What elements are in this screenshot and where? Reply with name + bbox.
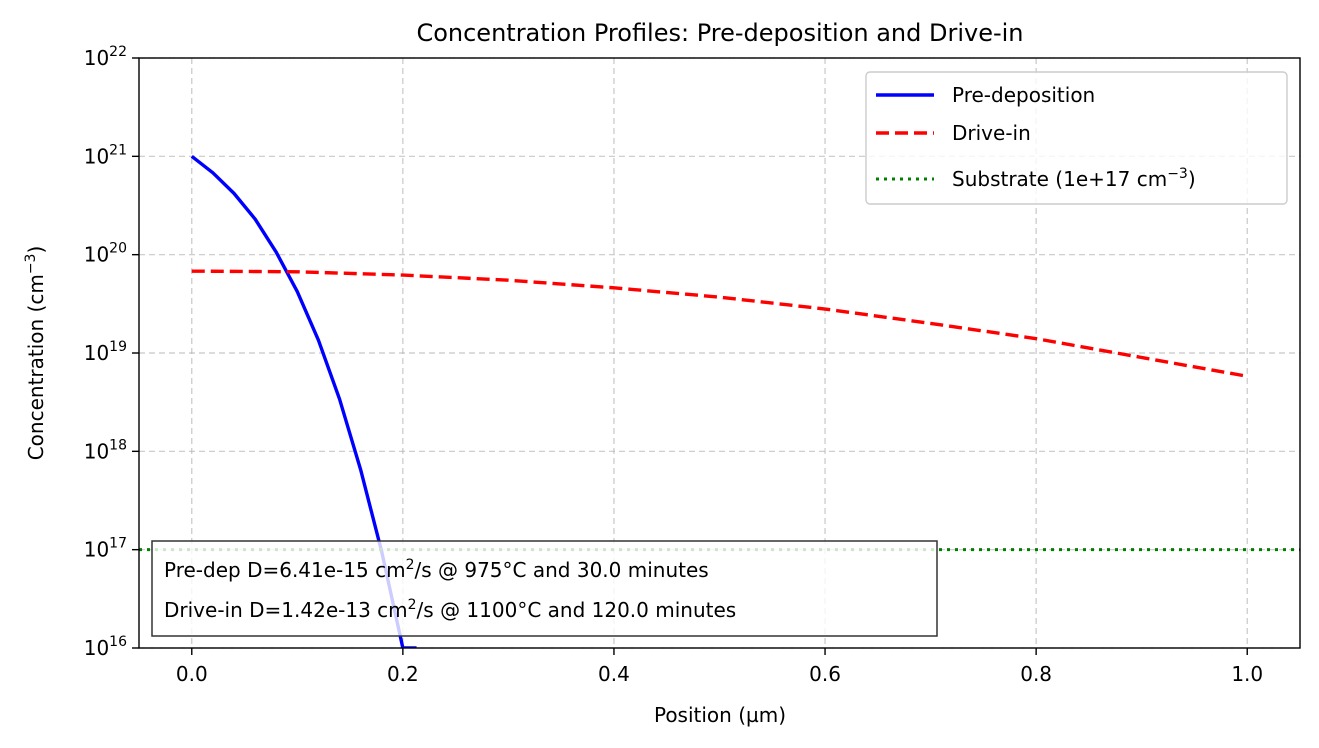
y-tick-label: 1021 bbox=[84, 142, 127, 168]
y-tick-label: 1022 bbox=[84, 44, 127, 70]
note-line-drive-in: Drive-in D=1.42e-13 cm2/s @ 1100°C and 1… bbox=[164, 597, 736, 622]
x-tick-label: 0.8 bbox=[1020, 662, 1052, 686]
legend: Pre-deposition Drive-in Substrate (1e+17… bbox=[865, 71, 1288, 205]
y-tick-label: 1018 bbox=[84, 437, 127, 463]
y-tick-label: 1017 bbox=[84, 536, 127, 562]
parameter-note: Pre-dep D=6.41e-15 cm2/s @ 975°C and 30.… bbox=[151, 540, 938, 637]
chart-title: Concentration Profiles: Pre-deposition a… bbox=[416, 19, 1023, 47]
legend-label-drive-in: Drive-in bbox=[952, 121, 1031, 145]
x-tick-label: 0.4 bbox=[598, 662, 630, 686]
series-line-drive-in bbox=[191, 269, 1248, 378]
note-line-pre-dep: Pre-dep D=6.41e-15 cm2/s @ 975°C and 30.… bbox=[164, 557, 709, 582]
y-tick-label: 1020 bbox=[84, 241, 127, 267]
y-tick-label: 1016 bbox=[84, 634, 127, 660]
x-axis: 0.0 0.2 0.4 0.6 0.8 1.0 bbox=[176, 648, 1263, 686]
y-axis: 1016 1017 1018 1019 1020 1021 1022 bbox=[84, 44, 139, 660]
x-axis-label: Position (µm) bbox=[654, 703, 786, 727]
x-tick-label: 1.0 bbox=[1231, 662, 1263, 686]
x-tick-label: 0.6 bbox=[809, 662, 841, 686]
x-tick-label: 0.0 bbox=[176, 662, 208, 686]
note-box bbox=[151, 540, 938, 637]
legend-label-substrate: Substrate (1e+17 cm−3) bbox=[952, 166, 1196, 191]
y-tick-label: 1019 bbox=[84, 339, 127, 365]
legend-box bbox=[865, 71, 1288, 205]
x-tick-label: 0.2 bbox=[387, 662, 419, 686]
legend-label-pre-deposition: Pre-deposition bbox=[952, 83, 1095, 107]
y-axis-label: Concentration (cm−3) bbox=[23, 246, 48, 461]
